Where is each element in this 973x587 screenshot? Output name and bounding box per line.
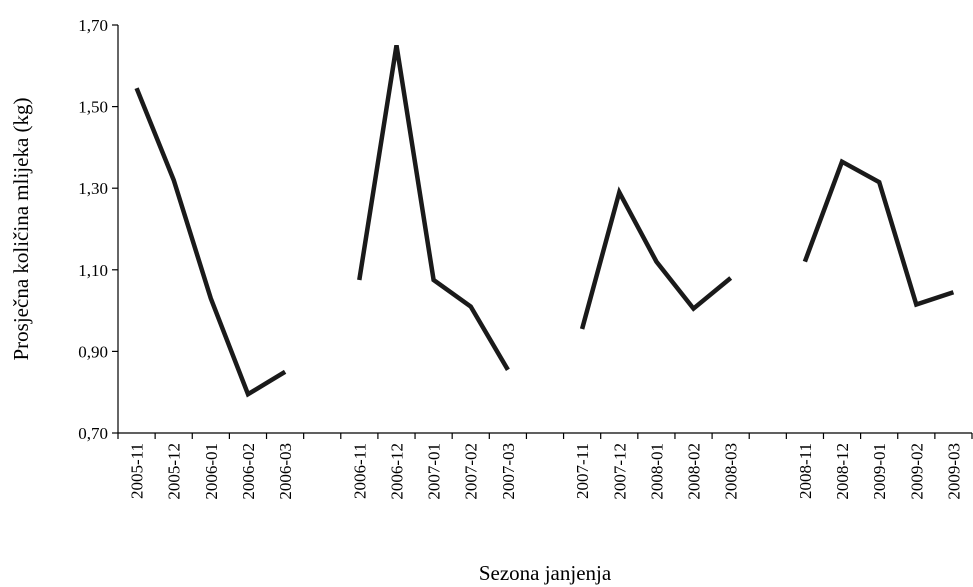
- x-tick-label: 2006-11: [350, 443, 369, 499]
- x-tick-label: 2007-12: [610, 443, 629, 500]
- x-tick-label: 2006-02: [239, 443, 258, 500]
- x-tick-label: 2005-11: [128, 443, 147, 499]
- series-line-segment: [579, 186, 733, 330]
- x-tick-label: 2008-02: [685, 443, 704, 500]
- x-tick-label: 2008-12: [833, 443, 852, 500]
- x-tick-label: 2007-11: [573, 443, 592, 499]
- x-tick-label: 2008-03: [722, 443, 741, 500]
- y-tick-label: 1,50: [78, 98, 108, 117]
- y-tick-label: 0,90: [78, 342, 108, 361]
- x-tick-label: 2008-11: [796, 443, 815, 499]
- y-tick-label: 0,70: [78, 424, 108, 443]
- series-line-segment: [357, 45, 510, 371]
- x-tick-label: 2009-03: [944, 443, 963, 500]
- x-tick-label: 2006-12: [387, 443, 406, 500]
- y-tick-label: 1,30: [78, 179, 108, 198]
- x-tick-label: 2008-01: [647, 443, 666, 500]
- x-tick-label: 2007-03: [499, 443, 518, 500]
- x-axis-title: Sezona janjenja: [479, 561, 612, 585]
- x-tick-label: 2005-12: [165, 443, 184, 500]
- x-tick-label: 2006-01: [202, 443, 221, 500]
- x-tick-label: 2007-02: [462, 443, 481, 500]
- y-tick-label: 1,70: [78, 16, 108, 35]
- x-tick-label: 2009-02: [907, 443, 926, 500]
- x-tick-label: 2006-03: [276, 443, 295, 500]
- x-tick-label: 2007-01: [425, 443, 444, 500]
- y-tick-label: 1,10: [78, 261, 108, 280]
- x-tick-label: 2009-01: [870, 443, 889, 500]
- data-series: [134, 45, 955, 398]
- x-axis-ticks: 2005-11 2005-12 2006-01 2006-02 2006-03 2006-…: [117, 433, 973, 500]
- y-axis-title: Prosječna količina mlijeka (kg): [9, 97, 33, 360]
- y-axis-ticks: 0,70 0,90 1,10 1,30 1,50 1,70: [78, 16, 118, 443]
- series-line-segment: [134, 87, 287, 398]
- series-line-segment: [802, 158, 955, 308]
